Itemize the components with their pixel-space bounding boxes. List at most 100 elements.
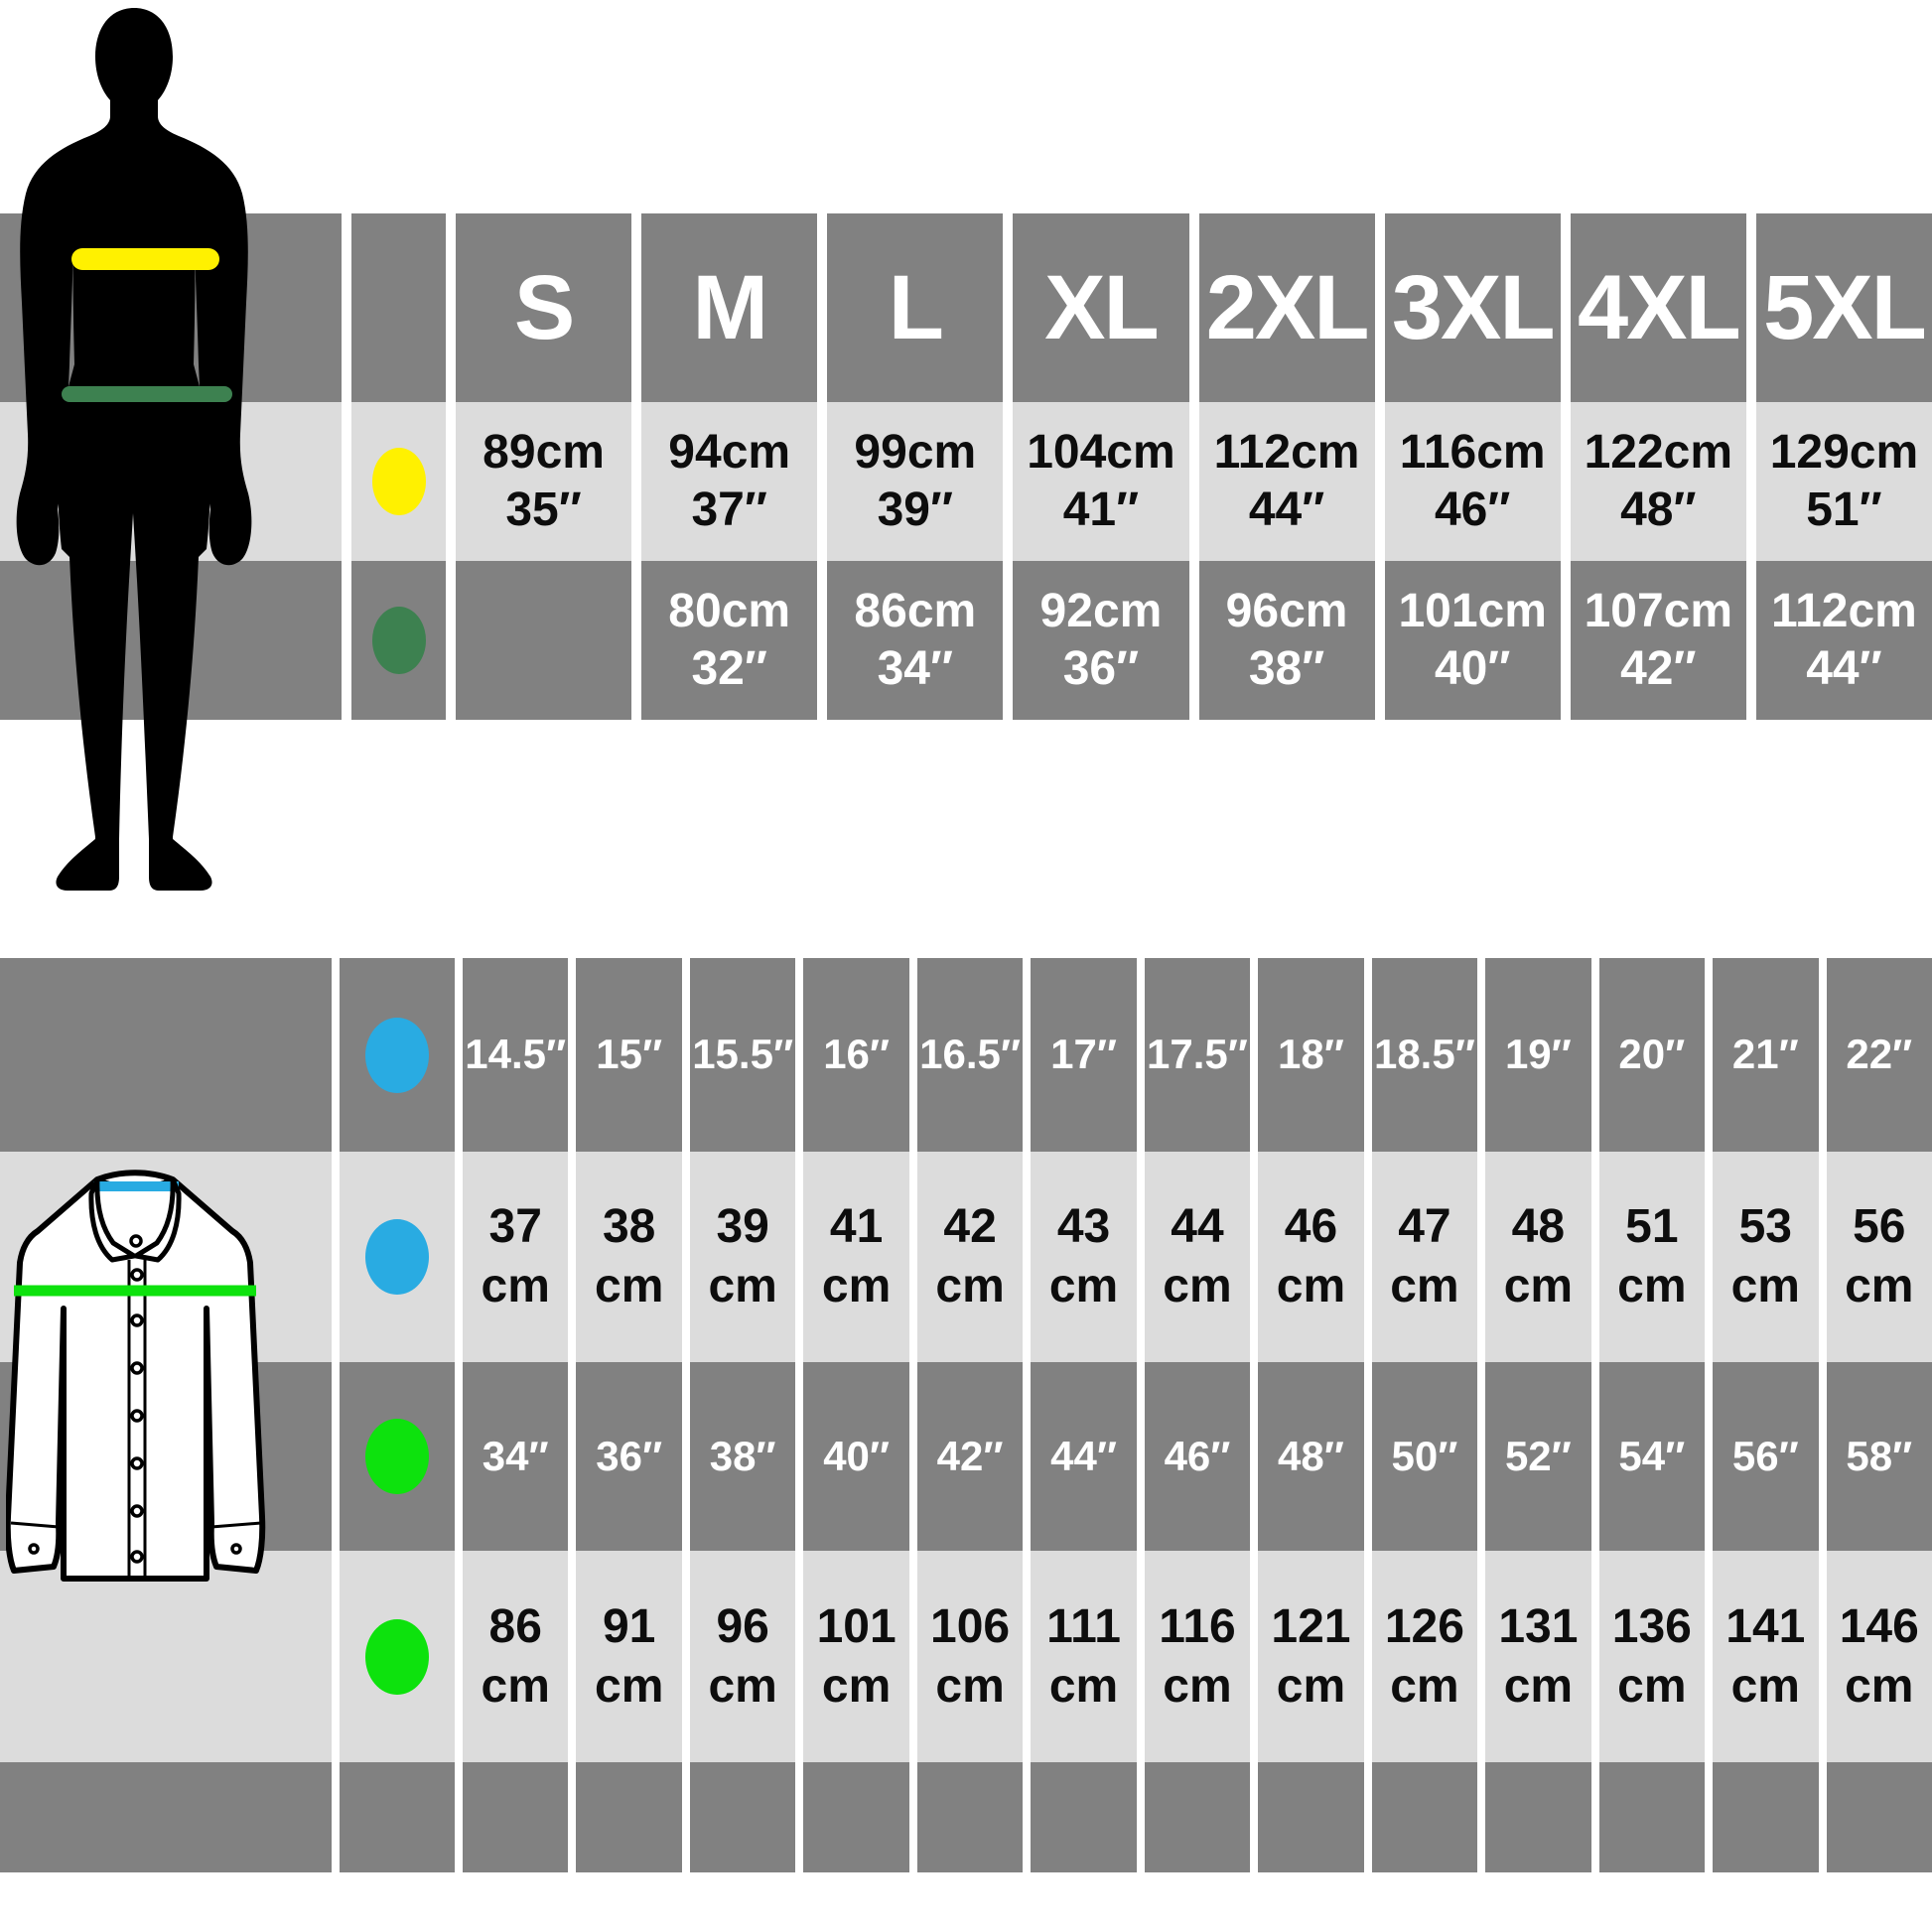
measurement-value: 40″	[823, 1432, 891, 1479]
measurement-cell: 56 cm	[1826, 1152, 1932, 1362]
measurement-cell: 112cm 44″	[1198, 402, 1375, 561]
measurement-value: 91	[602, 1599, 656, 1653]
measurement-cell: 44 cm	[1144, 1152, 1251, 1362]
measurement-value: 17″	[1050, 1031, 1117, 1078]
measurement-value: 17.5″	[1147, 1031, 1248, 1078]
measurement-cell: 122cm 48″	[1570, 402, 1746, 561]
measurement-cell: 34″	[463, 1362, 569, 1551]
measurement-cell: 46 cm	[1258, 1152, 1364, 1362]
measurement-cell: 146 cm	[1826, 1551, 1932, 1762]
measurement-cell: 19″	[1485, 958, 1591, 1152]
measurement-value: 129cm	[1769, 426, 1919, 480]
shirt-spacer-cell	[0, 1551, 332, 1762]
measurement-value: 92cm	[1039, 585, 1163, 638]
measurement-cell: 15.5″	[689, 958, 796, 1152]
measurement-value: cm	[1163, 1260, 1232, 1312]
measurement-value: 104cm	[1027, 426, 1175, 480]
measurement-cell: 15″	[576, 958, 682, 1152]
measurement-cell: 47 cm	[1371, 1152, 1478, 1362]
shirt-button	[130, 1456, 144, 1470]
measurement-cell: 131 cm	[1485, 1551, 1591, 1762]
measurement-cell: 42 cm	[916, 1152, 1024, 1362]
measurement-value: 44″	[1050, 1432, 1117, 1479]
measurement-value: 94cm	[668, 426, 791, 480]
measurement-value: 46″	[1434, 483, 1511, 536]
size-header-cell: M	[641, 213, 818, 402]
measurement-cell: 21″	[1713, 958, 1819, 1152]
measurement-cell: 121 cm	[1258, 1551, 1364, 1762]
measurement-value: 41″	[1062, 483, 1140, 536]
measurement-cell: 51 cm	[1598, 1152, 1706, 1362]
shirt-button	[130, 1409, 144, 1423]
measurement-cell: 56″	[1713, 1362, 1819, 1551]
measurement-value: cm	[708, 1260, 777, 1312]
measurement-cell: 39 cm	[689, 1152, 796, 1362]
measurement-cell: 44″	[1031, 1362, 1137, 1551]
measurement-value: 15″	[596, 1031, 663, 1078]
top-row-chest: 89cm 35″ 94cm 37″ 99cm 39″ 104cm 41″ 112cm 44″ 116…	[0, 402, 1932, 561]
measurement-cell: 96 cm	[689, 1551, 796, 1762]
shirt-collar-left-flap	[88, 1176, 137, 1263]
measurement-cell: 141 cm	[1713, 1551, 1819, 1762]
measurement-value: 116cm	[1399, 426, 1546, 480]
measurement-value: 122cm	[1584, 426, 1733, 480]
shirt-chest-marker-cell	[340, 1362, 455, 1551]
measurement-value: 112cm	[1213, 426, 1360, 480]
shirt-cuff-right-seam	[210, 1521, 262, 1529]
measurement-value: 43	[1056, 1200, 1111, 1253]
measurement-value: 47	[1398, 1200, 1451, 1253]
bottom-row-chest-cm: 86 cm 91 cm 96 cm 101 cm 106 cm 111 cm 116 cm 121 cm 126…	[0, 1551, 1932, 1762]
measurement-value: 56″	[1731, 1432, 1799, 1479]
measurement-value: 116	[1159, 1599, 1236, 1653]
measurement-cell: 53 cm	[1713, 1152, 1819, 1362]
measurement-cell: 22″	[1826, 958, 1932, 1152]
measurement-cell: 18″	[1258, 958, 1364, 1152]
measurement-cell: 14.5″	[463, 958, 569, 1152]
shirt-collar-right-flap	[133, 1176, 182, 1263]
measurement-cell: 16″	[803, 958, 909, 1152]
measurement-value: 39	[716, 1200, 769, 1253]
top-header-row: S M L XL 2XL 3XL 4XL 5XL	[0, 213, 1932, 402]
measurement-cell: 46″	[1144, 1362, 1251, 1551]
measurement-value: cm	[1390, 1260, 1459, 1312]
shirt-body-path	[6, 1170, 266, 1582]
measurement-value: cm	[1048, 1260, 1119, 1312]
shirt-button	[130, 1313, 144, 1327]
body-silhouette-path	[16, 8, 252, 891]
measurement-value: 22″	[1846, 1031, 1913, 1078]
footer-marker-cell	[340, 1762, 455, 1872]
empty-cell	[803, 1762, 909, 1872]
measurement-cell: 107cm 42″	[1570, 561, 1746, 720]
measurement-value: 21″	[1731, 1031, 1799, 1078]
measurement-value: 131	[1498, 1599, 1579, 1653]
measurement-value: 53	[1738, 1200, 1792, 1253]
measurement-value: 44	[1171, 1200, 1224, 1253]
bottom-row-chest-inches: 34″ 36″ 38″ 40″ 42″ 44″ 46″ 48″ 50″ 52″ 54″ 56″ 58″	[0, 1362, 1932, 1551]
measurement-value: 37″	[691, 483, 767, 536]
measurement-value: 141	[1725, 1599, 1806, 1653]
measurement-cell: 40″	[803, 1362, 909, 1551]
measurement-value: 44″	[1248, 483, 1325, 536]
measurement-value: 106	[930, 1599, 1011, 1653]
empty-cell	[916, 1762, 1024, 1872]
header-marker-cell	[351, 213, 446, 402]
measurement-cell: 104cm 41″	[1013, 402, 1189, 561]
measurement-value: 58″	[1846, 1432, 1913, 1479]
measurement-value: 101cm	[1398, 585, 1547, 638]
chest-marker-dot	[371, 448, 426, 515]
measurement-cell: 96cm 38″	[1198, 561, 1375, 720]
size-header-cell: 4XL	[1570, 213, 1746, 402]
empty-cell	[1031, 1762, 1137, 1872]
measurement-cell: 116 cm	[1144, 1551, 1251, 1762]
measurement-value: 34″	[482, 1432, 549, 1479]
size-header-cell: 3XL	[1384, 213, 1561, 402]
size-header-cell: 5XL	[1755, 213, 1932, 402]
measurement-value: 37	[488, 1200, 542, 1253]
measurement-cell: 41 cm	[803, 1152, 909, 1362]
body-size-table: S M L XL 2XL 3XL 4XL 5XL 89cm 35″ 94cm 37″ 99cm 39″ 1…	[0, 213, 1932, 720]
measurement-value: 36″	[1062, 642, 1140, 695]
measurement-cell: 42″	[916, 1362, 1024, 1551]
measurement-cell: 106 cm	[916, 1551, 1024, 1762]
measurement-cell: 52″	[1485, 1362, 1591, 1551]
